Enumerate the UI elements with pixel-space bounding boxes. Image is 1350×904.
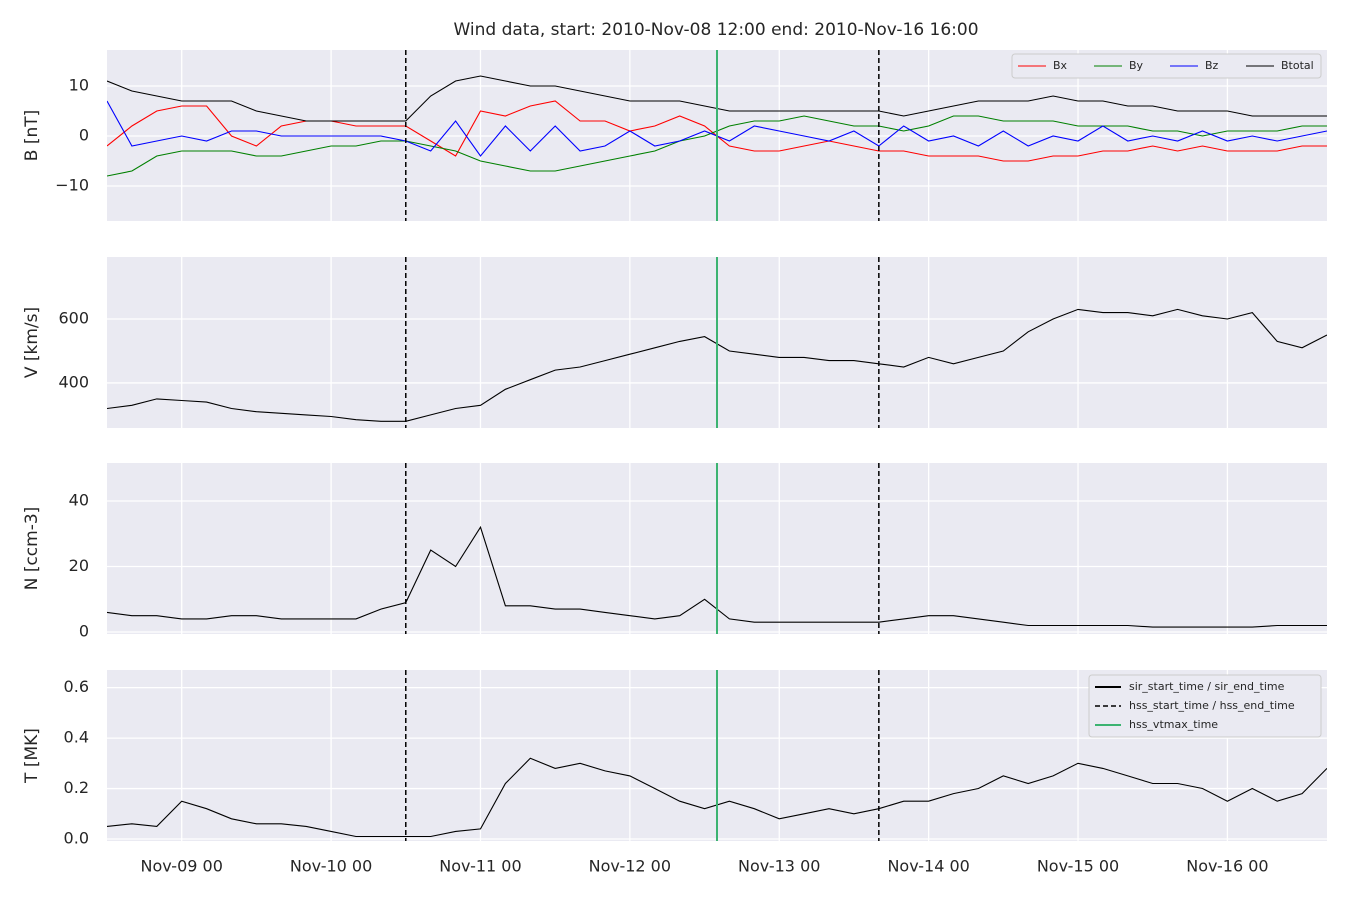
x-tick-label: Nov-10 00 — [290, 857, 372, 876]
y-tick-label: 40 — [69, 491, 89, 510]
chart-title: Wind data, start: 2010-Nov-08 12:00 end:… — [453, 20, 978, 40]
legend-label: Bx — [1053, 59, 1068, 72]
y-axis-label: T [MK] — [22, 728, 42, 784]
y-tick-label: 0.0 — [64, 828, 89, 847]
legend-label: By — [1129, 59, 1144, 72]
y-tick-label: 0 — [79, 126, 89, 145]
x-tick-label: Nov-15 00 — [1037, 857, 1119, 876]
x-tick-label: Nov-09 00 — [141, 857, 223, 876]
legend-box — [1011, 53, 1322, 79]
legend-label: Btotal — [1281, 59, 1314, 72]
y-tick-label: 400 — [58, 372, 89, 391]
y-axis-label: N [ccm-3] — [22, 507, 42, 591]
y-tick-label: 0 — [79, 622, 89, 641]
y-tick-label: 0.2 — [64, 778, 89, 797]
legend-label: hss_start_time / hss_end_time — [1129, 699, 1295, 712]
legend-box — [1088, 674, 1322, 738]
y-tick-label: 20 — [69, 556, 89, 575]
legend-label: Bz — [1205, 59, 1219, 72]
x-tick-label: Nov-14 00 — [887, 857, 969, 876]
y-tick-label: 10 — [69, 76, 89, 95]
x-tick-label: Nov-12 00 — [589, 857, 671, 876]
x-tick-label: Nov-13 00 — [738, 857, 820, 876]
y-tick-label: 600 — [58, 309, 89, 328]
y-tick-label: 0.4 — [64, 728, 89, 747]
x-tick-label: Nov-16 00 — [1186, 857, 1268, 876]
y-axis-label: B [nT] — [22, 110, 42, 162]
x-tick-label: Nov-11 00 — [439, 857, 521, 876]
y-tick-label: 0.6 — [64, 677, 89, 696]
y-tick-label: −10 — [55, 176, 89, 195]
legend-label: hss_vtmax_time — [1129, 718, 1218, 731]
legend-label: sir_start_time / sir_end_time — [1129, 680, 1285, 693]
y-axis-label: V [km/s] — [22, 307, 42, 378]
